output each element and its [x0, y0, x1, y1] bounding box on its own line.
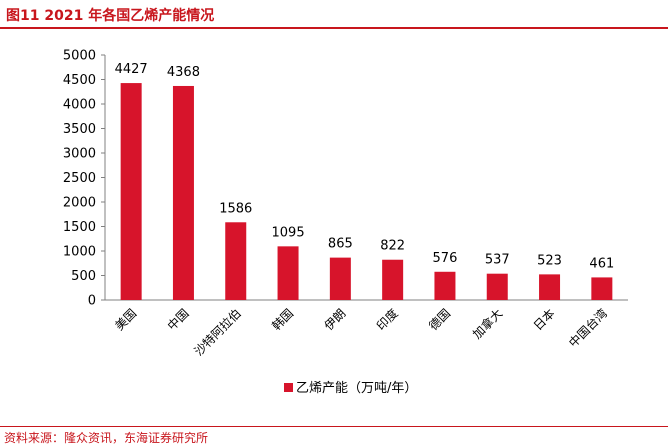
value-label: 461 — [589, 256, 614, 271]
value-label: 822 — [380, 239, 405, 254]
bar-series — [120, 83, 613, 301]
x-tick-label: 加拿大 — [469, 306, 505, 342]
x-tick-label: 沙特阿拉伯 — [191, 306, 244, 359]
value-label: 1095 — [272, 225, 305, 240]
x-tick-label: 韩国 — [269, 306, 297, 334]
y-axis: 0 500 1000 1500 2000 2500 3000 3500 4000 4500 5000 — [63, 49, 106, 309]
legend-label: 乙烯产能（万吨/年） — [296, 381, 417, 396]
y-tick-label: 1500 — [63, 220, 96, 235]
x-tick-label: 美国 — [112, 306, 139, 333]
x-tick-label: 日本 — [531, 306, 558, 333]
x-tick-label: 印度 — [373, 306, 401, 334]
bar — [172, 85, 194, 300]
y-tick-label: 2500 — [63, 171, 96, 186]
source-rule — [0, 426, 668, 427]
x-tick-label: 伊朗 — [322, 306, 349, 333]
y-tick-label: 4000 — [63, 98, 96, 113]
value-label: 4368 — [167, 65, 200, 80]
value-label: 576 — [433, 251, 458, 266]
bar — [225, 222, 247, 300]
value-label: 1586 — [219, 201, 252, 216]
y-tick-label: 4500 — [63, 73, 96, 88]
source-note: 资料来源：隆众资讯，东海证券研究所 — [4, 431, 209, 445]
y-tick-label: 2000 — [63, 196, 96, 211]
bar — [486, 273, 508, 300]
x-tick-label: 中国台湾 — [565, 306, 610, 351]
x-tick-label: 德国 — [425, 306, 453, 334]
value-labels: 4427 4368 1586 1095 865 822 576 537 523 461 — [115, 62, 615, 271]
legend: 乙烯产能（万吨/年） — [284, 381, 417, 396]
bar — [382, 259, 404, 300]
bar-chart: 0 500 1000 1500 2000 2500 3000 3500 4000 4500 5000… — [63, 49, 628, 396]
y-tick-label: 500 — [71, 269, 96, 284]
bar — [591, 277, 613, 300]
y-tick-label: 3000 — [63, 147, 96, 162]
legend-swatch — [284, 383, 293, 392]
bar — [277, 246, 299, 300]
y-tick-label: 5000 — [63, 49, 96, 64]
title-rule — [0, 27, 668, 29]
value-label: 523 — [537, 253, 562, 268]
bar — [120, 83, 142, 301]
value-label: 4427 — [115, 62, 148, 77]
bar — [539, 274, 561, 300]
y-tick-label: 0 — [88, 294, 96, 309]
bar — [434, 271, 456, 300]
value-label: 537 — [485, 253, 510, 268]
value-label: 865 — [328, 237, 353, 252]
figure-title: 图11 2021 年各国乙烯产能情况 — [6, 8, 215, 24]
x-tick-label: 中国 — [164, 306, 192, 334]
y-tick-label: 1000 — [63, 245, 96, 260]
x-tick-labels: 美国 中国 沙特阿拉伯 韩国 伊朗 印度 德国 加拿大 日本 中国台湾 — [112, 306, 610, 359]
bar — [329, 257, 351, 300]
y-tick-label: 3500 — [63, 122, 96, 137]
